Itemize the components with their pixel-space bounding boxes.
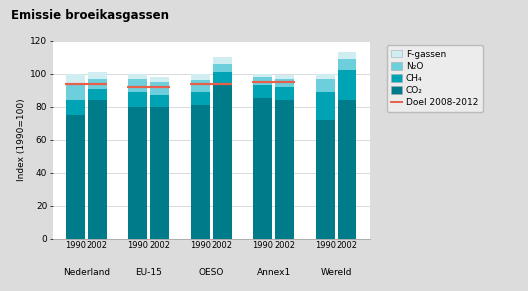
Bar: [88, 72, 107, 79]
Bar: [316, 120, 335, 239]
Bar: [88, 100, 107, 239]
Bar: [150, 77, 169, 82]
Text: OESO: OESO: [199, 268, 224, 277]
Bar: [191, 74, 210, 80]
Bar: [253, 74, 272, 77]
Bar: [338, 59, 356, 70]
Bar: [275, 87, 294, 100]
Bar: [316, 79, 335, 92]
Bar: [66, 115, 84, 239]
Bar: [88, 79, 107, 88]
Bar: [275, 100, 294, 239]
Bar: [128, 107, 147, 239]
Text: Emissie broeikasgassen: Emissie broeikasgassen: [11, 9, 168, 22]
Bar: [338, 70, 356, 100]
Bar: [316, 74, 335, 79]
Bar: [213, 72, 231, 85]
Text: Annex1: Annex1: [257, 268, 291, 277]
Bar: [191, 105, 210, 239]
Bar: [88, 88, 107, 100]
Bar: [66, 85, 84, 100]
Text: Wereld: Wereld: [320, 268, 352, 277]
Bar: [338, 52, 356, 59]
Bar: [150, 82, 169, 95]
Bar: [213, 85, 231, 239]
Bar: [275, 79, 294, 87]
Bar: [275, 75, 294, 79]
Bar: [338, 100, 356, 239]
Bar: [213, 57, 231, 64]
Bar: [213, 64, 231, 72]
Text: EU-15: EU-15: [135, 268, 162, 277]
Bar: [128, 74, 147, 79]
Bar: [316, 92, 335, 120]
Bar: [253, 77, 272, 85]
Bar: [66, 74, 84, 85]
Bar: [66, 100, 84, 115]
Bar: [128, 79, 147, 92]
Bar: [150, 95, 169, 107]
Bar: [253, 85, 272, 98]
Bar: [150, 107, 169, 239]
Bar: [191, 80, 210, 92]
Bar: [253, 98, 272, 239]
Bar: [191, 92, 210, 105]
Legend: F-gassen, N₂O, CH₄, CO₂, Doel 2008-2012: F-gassen, N₂O, CH₄, CO₂, Doel 2008-2012: [387, 45, 483, 112]
Text: Nederland: Nederland: [63, 268, 110, 277]
Y-axis label: Index (1990=100): Index (1990=100): [17, 98, 26, 181]
Bar: [128, 92, 147, 107]
